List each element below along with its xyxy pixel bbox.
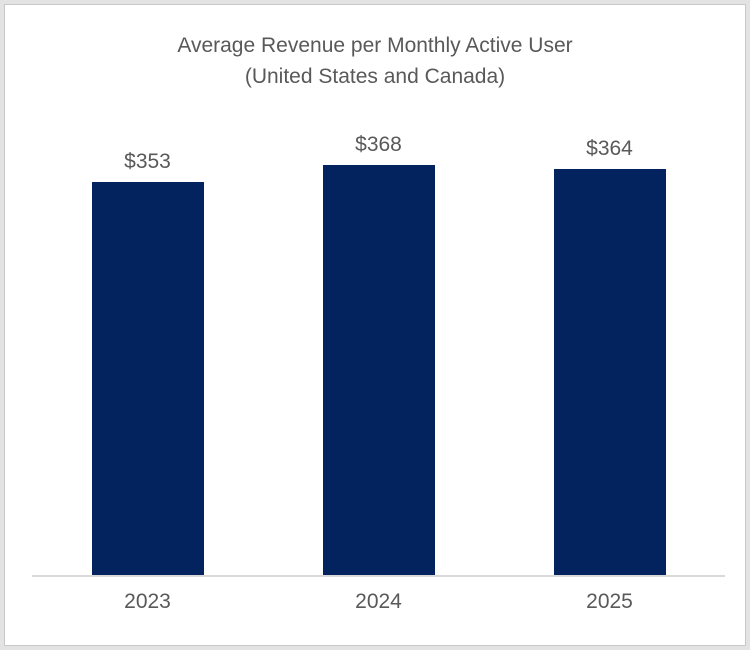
bar-value-label-2023: $353 (124, 150, 171, 173)
bar-group-2024: $368 (263, 104, 494, 576)
plot-area: $353 $368 $364 (32, 104, 725, 576)
bar-value-label-2024: $368 (355, 133, 402, 156)
bar-2025 (553, 169, 666, 576)
bar-2024 (322, 165, 435, 576)
x-axis-label-2025: 2025 (586, 590, 633, 613)
chart-title: Average Revenue per Monthly Active User … (4, 30, 746, 92)
bar-group-2025: $364 (494, 104, 725, 576)
chart-title-line2: (United States and Canada) (244, 65, 506, 88)
bar-group-2023: $353 (32, 104, 263, 576)
x-axis-label-2024: 2024 (355, 590, 402, 613)
x-axis-label-2023: 2023 (124, 590, 171, 613)
bar-2023 (91, 182, 204, 576)
x-axis-line (32, 575, 725, 577)
bar-value-label-2025: $364 (586, 137, 633, 160)
x-axis-labels: 2023 2024 2025 (32, 588, 725, 616)
chart-title-line1: Average Revenue per Monthly Active User (177, 34, 573, 57)
